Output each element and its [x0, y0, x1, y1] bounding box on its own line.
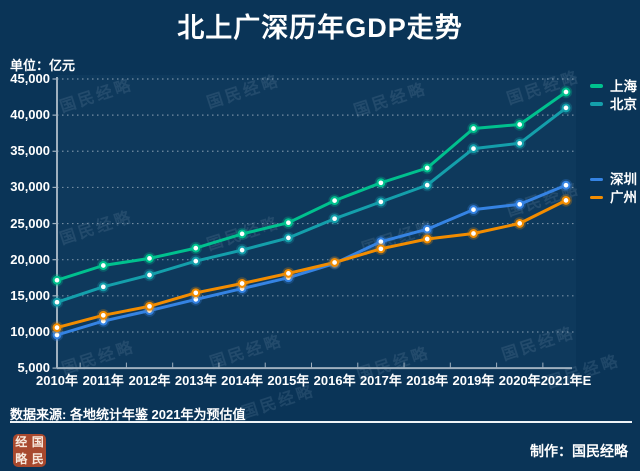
data-point-guangzhou-2020年 — [515, 218, 525, 228]
data-point-shanghai-2017年 — [376, 178, 386, 188]
data-point-guangzhou-2019年 — [469, 229, 478, 238]
data-source-note: 数据来源: 各地统计年鉴 2021年为预估值 — [10, 407, 246, 422]
data-point-guangzhou-2014年 — [237, 279, 247, 288]
y-tick-label-5000: 5,000 — [17, 360, 50, 376]
legend-swatch-beijing — [590, 102, 603, 106]
legend-label-guangzhou: 广州 — [610, 190, 637, 205]
legend-label-shenzhen: 深圳 — [610, 172, 637, 187]
data-point-beijing-2018年 — [422, 180, 432, 190]
legend-label-shanghai: 上海 — [610, 78, 637, 94]
x-tick-label-2020年: 2020年 — [498, 372, 541, 388]
legend-item-beijing: 北京 — [590, 97, 637, 112]
y-tick-label-35000: 35,000 — [10, 143, 50, 159]
x-tick-label-2014年: 2014年 — [221, 372, 264, 388]
unit-label: 单位：亿元 — [10, 58, 76, 73]
series-line-guangzhou — [55, 198, 568, 330]
data-point-beijing-2017年 — [376, 197, 386, 207]
data-point-beijing-2014年 — [237, 245, 247, 255]
x-tick-label-2018年: 2018年 — [406, 372, 449, 388]
footer-divider — [10, 421, 632, 423]
data-point-shanghai-2021年E — [561, 87, 571, 97]
x-tick-label-2012年: 2012年 — [128, 372, 171, 388]
series-line-shenzhen — [55, 183, 568, 337]
data-point-beijing-2020年 — [515, 138, 525, 148]
data-point-beijing-2013年 — [191, 256, 201, 266]
legend-swatch-shanghai — [590, 84, 603, 88]
data-point-guangzhou-2015年 — [283, 268, 293, 278]
legend-item-shenzhen: 深圳 — [590, 172, 637, 187]
x-tick-label-2021年E: 2021年E — [540, 372, 592, 388]
data-point-shanghai-2013年 — [191, 243, 201, 253]
data-point-shanghai-2016年 — [330, 196, 340, 206]
data-point-beijing-2016年 — [330, 214, 340, 224]
data-point-shanghai-2019年 — [469, 124, 478, 133]
data-point-shanghai-2010年 — [52, 275, 62, 285]
data-point-beijing-2010年 — [52, 297, 62, 307]
x-tick-label-2016年: 2016年 — [313, 372, 356, 388]
x-tick-label-2017年: 2017年 — [359, 372, 402, 388]
data-point-guangzhou-2013年 — [191, 288, 201, 298]
legend-item-shanghai: 上海 — [590, 79, 637, 94]
x-tick-label-2010年: 2010年 — [36, 372, 78, 388]
y-tick-label-10000: 10,000 — [10, 323, 50, 339]
seal-char: 民 — [31, 451, 44, 466]
data-point-guangzhou-2010年 — [52, 323, 62, 333]
legend-item-guangzhou: 广州 — [590, 190, 637, 205]
data-point-shanghai-2018年 — [422, 163, 432, 173]
y-tick-label-30000: 30,000 — [10, 179, 50, 195]
y-tick-label-40000: 40,000 — [10, 107, 50, 123]
data-point-guangzhou-2016年 — [330, 258, 340, 267]
data-point-beijing-2015年 — [283, 233, 293, 243]
y-tick-label-25000: 25,000 — [10, 215, 50, 231]
series-line-shanghai — [55, 90, 568, 282]
data-point-guangzhou-2021年E — [561, 195, 571, 205]
x-tick-label-2013年: 2013年 — [174, 372, 217, 388]
chart-title: 北上广深历年GDP走势 — [177, 13, 463, 43]
data-point-beijing-2019年 — [469, 144, 478, 154]
data-point-shenzhen-2018年 — [422, 224, 432, 234]
x-tick-label-2019年: 2019年 — [452, 372, 495, 388]
data-point-guangzhou-2011年 — [98, 310, 108, 320]
data-point-shanghai-2014年 — [237, 229, 247, 239]
data-point-shenzhen-2021年E — [561, 180, 571, 190]
data-point-guangzhou-2017年 — [376, 244, 386, 254]
data-point-beijing-2011年 — [98, 282, 108, 292]
brand-seal-stamp: 经 国 略 民 — [13, 434, 46, 467]
data-point-shenzhen-2020年 — [515, 199, 525, 209]
data-point-shanghai-2020年 — [515, 120, 525, 129]
y-tick-label-45000: 45,000 — [10, 71, 50, 86]
legend-swatch-guangzhou — [590, 195, 603, 200]
seal-char: 国 — [31, 435, 44, 450]
seal-char: 略 — [15, 451, 28, 466]
plot-background — [57, 75, 576, 368]
series-line-beijing — [55, 106, 568, 304]
legend-label-beijing: 北京 — [610, 96, 637, 112]
x-tick-label-2011年: 2011年 — [82, 372, 124, 388]
seal-char: 经 — [15, 435, 28, 450]
data-point-beijing-2021年E — [561, 103, 571, 113]
data-point-shanghai-2011年 — [98, 261, 108, 270]
data-point-guangzhou-2012年 — [145, 301, 154, 311]
data-point-beijing-2012年 — [145, 270, 154, 280]
data-point-shanghai-2012年 — [145, 253, 154, 263]
data-point-shanghai-2015年 — [283, 218, 293, 228]
data-point-guangzhou-2018年 — [422, 234, 432, 244]
y-tick-label-15000: 15,000 — [10, 287, 50, 303]
data-point-shenzhen-2019年 — [469, 205, 478, 215]
legend-swatch-shenzhen — [590, 177, 603, 182]
credit-label: 制作：国民经略 — [530, 443, 628, 459]
y-tick-label-20000: 20,000 — [10, 251, 50, 267]
x-tick-label-2015年: 2015年 — [267, 372, 310, 388]
